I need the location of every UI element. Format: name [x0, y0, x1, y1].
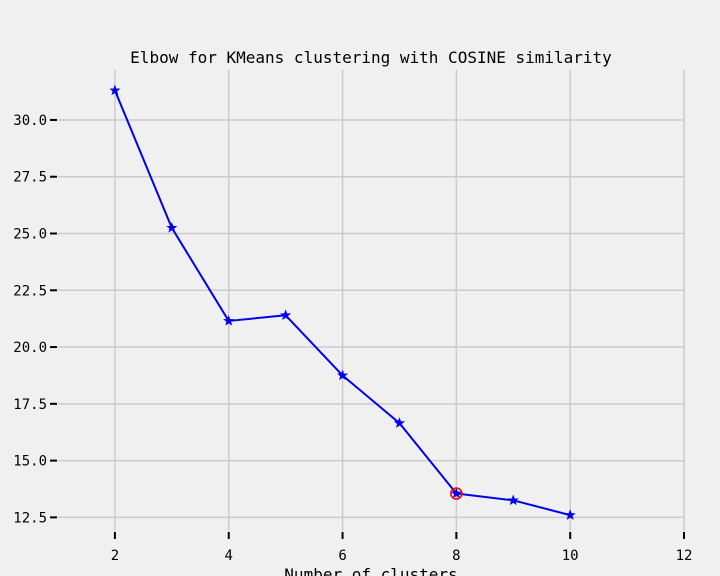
data-point-marker: [507, 494, 519, 506]
y-tick-label: 12.5: [13, 510, 47, 526]
x-axis-label: Number of clusters: [284, 565, 457, 576]
y-tick-label: 22.5: [13, 283, 47, 299]
data-point-marker: [166, 221, 178, 233]
x-tick-label: 4: [225, 548, 233, 564]
y-tick-label: 15.0: [13, 454, 47, 470]
y-tick-label: 25.0: [13, 227, 47, 243]
data-point-marker: [280, 309, 292, 321]
data-point-marker: [336, 369, 349, 381]
x-tick-label: 10: [562, 548, 579, 564]
x-tick-label: 6: [338, 548, 346, 564]
grid-lines: [58, 70, 685, 531]
data-point-marker: [223, 315, 235, 326]
data-point-marker: [450, 487, 462, 499]
chart-title: Elbow for KMeans clustering with COSINE …: [130, 48, 612, 67]
y-tick-label: 30.0: [13, 113, 47, 129]
y-tick-label: 27.5: [13, 170, 47, 186]
data-point-marker: [109, 84, 121, 96]
x-tick-label: 2: [111, 548, 119, 564]
series-layer: [109, 84, 576, 520]
y-axis: 12.5 15.0 17.5 20.0 22.5 25.0 27.5 30.0: [13, 113, 57, 526]
x-axis: 2 4 6 8 10 12: [111, 532, 693, 564]
data-point-marker: [393, 417, 406, 428]
y-tick-label: 20.0: [13, 340, 47, 356]
x-tick-label: 12: [676, 548, 693, 564]
data-point-marker: [564, 509, 576, 520]
x-tick-label: 8: [452, 548, 460, 564]
elbow-highlight-marker: [450, 487, 463, 500]
y-tick-label: 17.5: [13, 397, 47, 413]
